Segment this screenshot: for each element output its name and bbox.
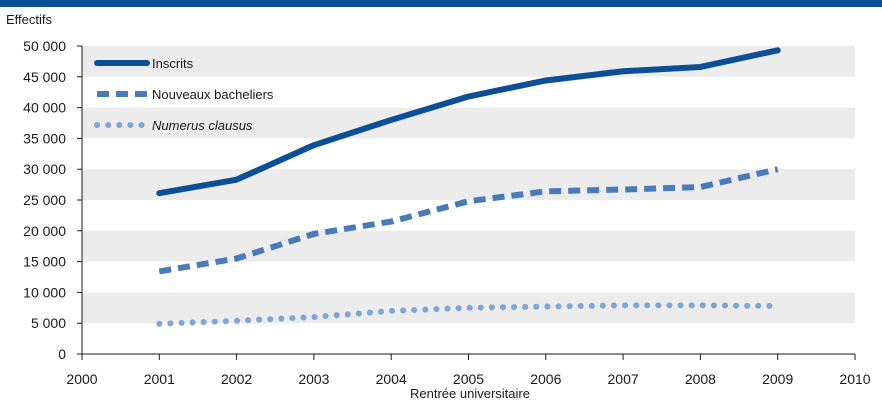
y-tick-label: 20 000 xyxy=(23,223,66,239)
y-axis-title: Effectifs xyxy=(6,12,53,27)
x-tick-label: 2009 xyxy=(762,371,793,387)
x-tick-label: 2004 xyxy=(376,371,407,387)
top-bar xyxy=(0,0,882,7)
x-tick-label: 2007 xyxy=(608,371,639,387)
y-tick-label: 10 000 xyxy=(23,284,66,300)
y-tick-label: 40 000 xyxy=(23,100,66,116)
legend-label: Numerus clausus xyxy=(152,118,253,133)
y-tick-labels: 0 5 000 10 000 15 000 20 000 25 000 30 000 35 0… xyxy=(23,38,66,362)
grid-bands xyxy=(82,46,855,324)
y-tick-label: 15 000 xyxy=(23,254,66,270)
x-tick-label: 2006 xyxy=(530,371,561,387)
series-line-0 xyxy=(156,47,781,197)
x-tick-label: 2000 xyxy=(66,371,97,387)
x-tick-label: 2002 xyxy=(221,371,252,387)
series-lines xyxy=(156,47,781,327)
series-line-1 xyxy=(158,166,779,275)
x-tick-label: 2003 xyxy=(298,371,329,387)
x-tick-labels: 2000 2001 2002 2003 2004 2005 2006 2007 2008 2009… xyxy=(66,371,870,387)
legend: Inscrits Nouveaux bacheliers Numerus claus… xyxy=(94,56,274,133)
x-tick-label: 2001 xyxy=(144,371,175,387)
x-tick-label: 2010 xyxy=(839,371,870,387)
y-tick-label: 0 xyxy=(58,346,66,362)
y-tick-label: 5 000 xyxy=(31,315,66,331)
y-tick-label: 50 000 xyxy=(23,38,66,54)
series-line-2 xyxy=(156,302,781,327)
y-tick-label: 45 000 xyxy=(23,69,66,85)
legend-label: Inscrits xyxy=(152,56,194,71)
x-axis-title: Rentrée universitaire xyxy=(410,386,530,401)
y-tick-label: 35 000 xyxy=(23,130,66,146)
y-tick-label: 25 000 xyxy=(23,192,66,208)
grid-band xyxy=(82,107,855,139)
axes xyxy=(77,45,856,360)
x-tick-label: 2008 xyxy=(685,371,716,387)
grid-band xyxy=(82,230,855,262)
x-tick-label: 2005 xyxy=(453,371,484,387)
legend-label: Nouveaux bacheliers xyxy=(152,87,274,102)
y-tick-label: 30 000 xyxy=(23,161,66,177)
